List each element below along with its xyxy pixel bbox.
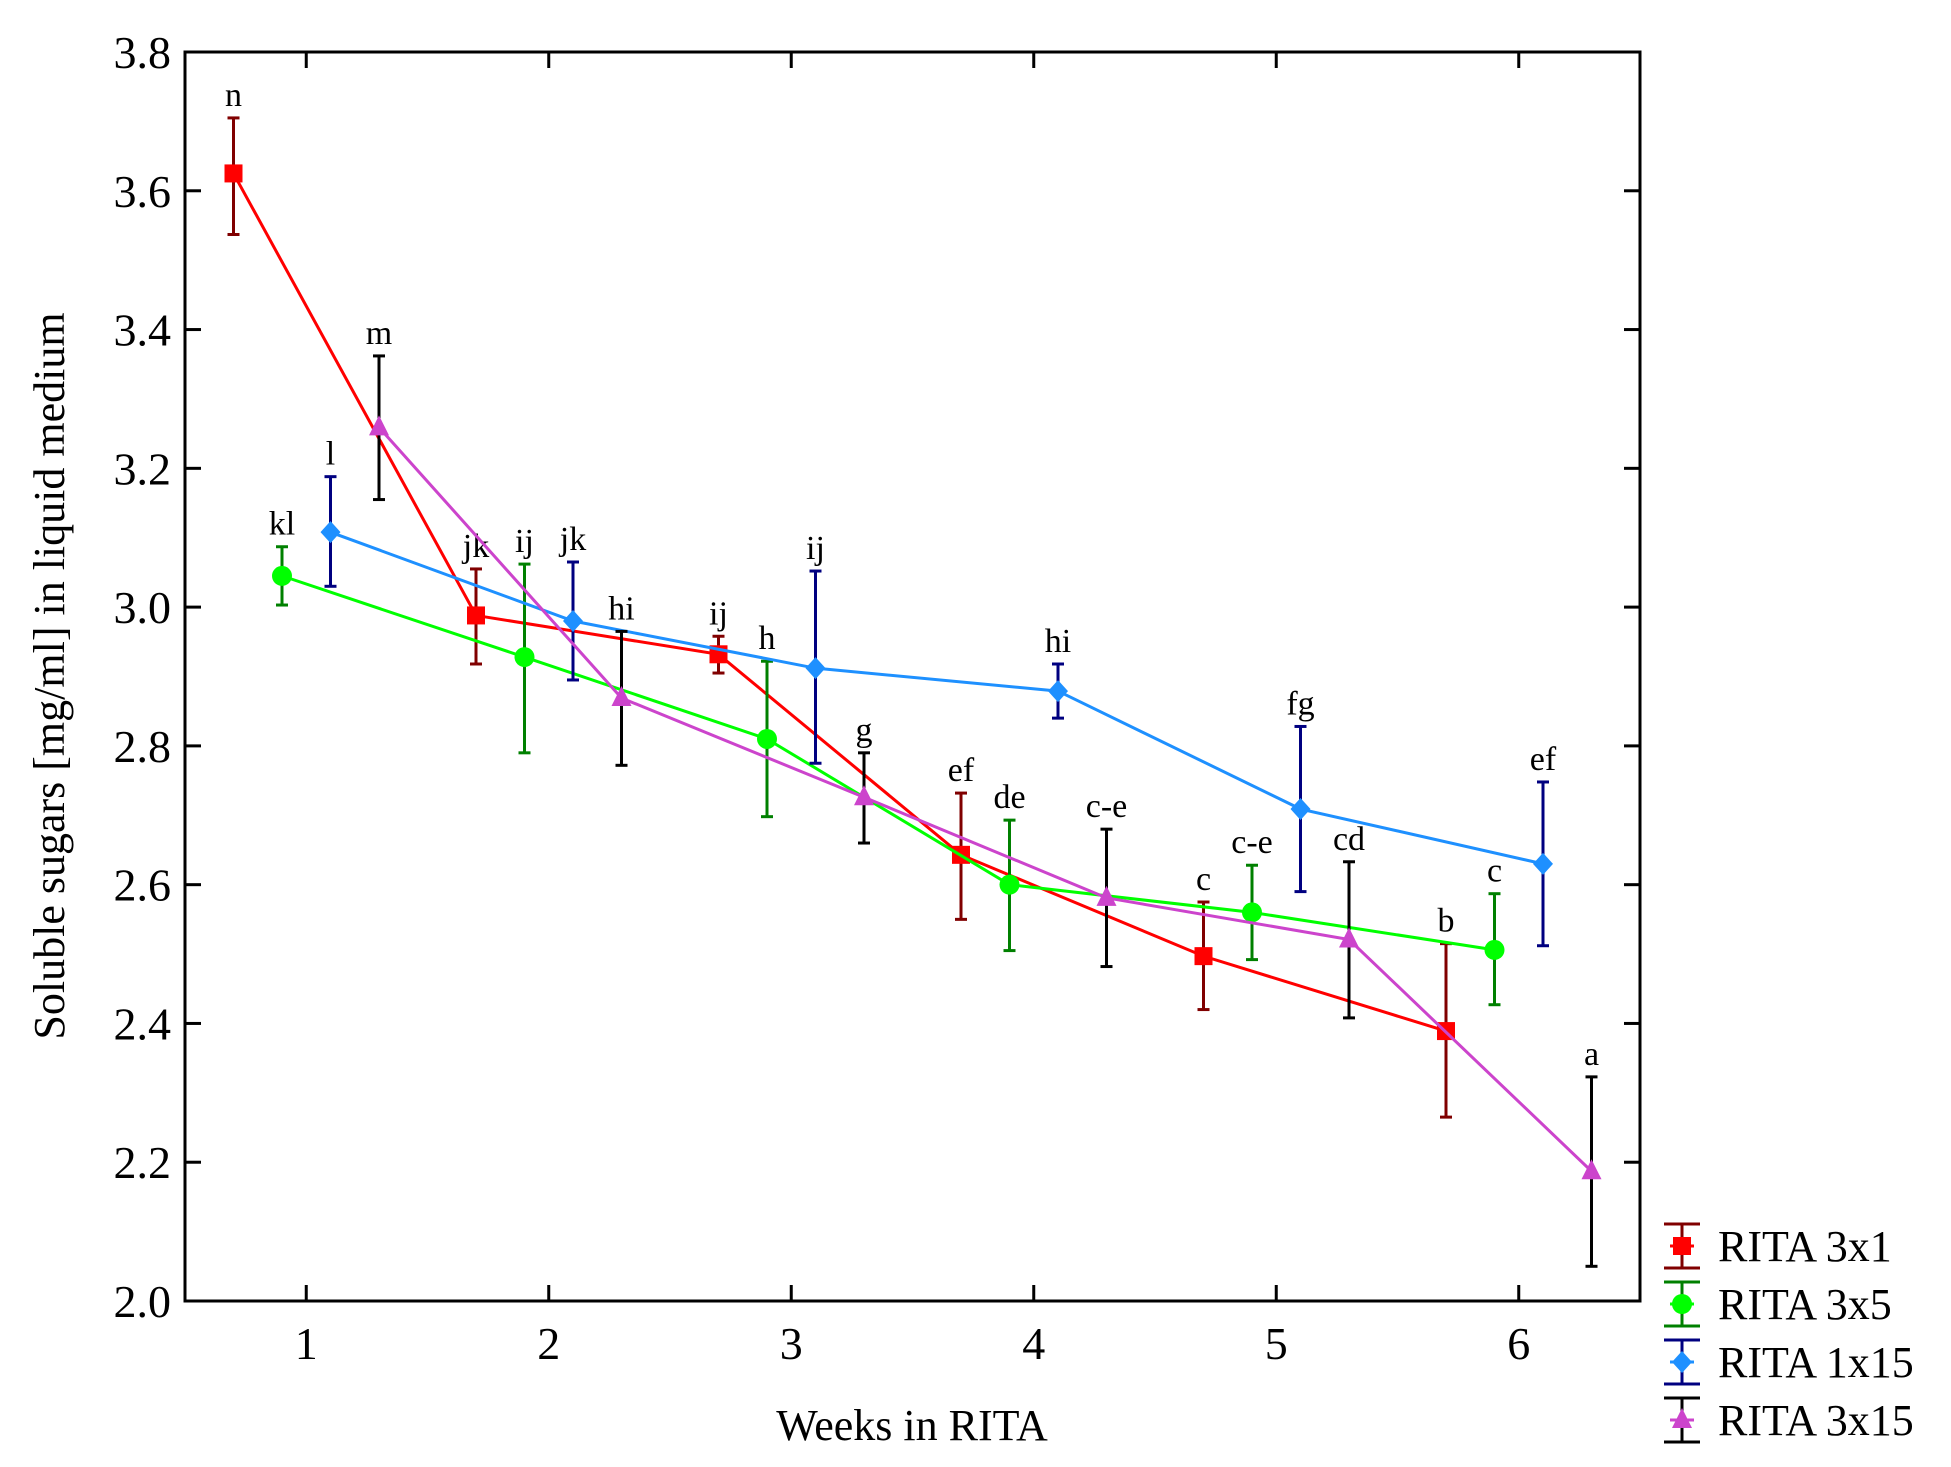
legend-label: RITA 3x5: [1718, 1280, 1892, 1329]
significance-label: ef: [1530, 741, 1557, 778]
significance-label: jk: [559, 521, 586, 558]
significance-label: c: [1196, 861, 1211, 898]
y-tick-label: 3.4: [114, 305, 172, 356]
data-point: [1096, 885, 1117, 906]
data-point: [369, 415, 389, 436]
legend-item: RITA 3x15: [1664, 1396, 1914, 1445]
significance-label: b: [1438, 903, 1455, 940]
series-line: [232, 172, 1447, 1033]
y-tick-label: 2.8: [114, 721, 172, 772]
data-point: [1290, 798, 1311, 821]
significance-label: c: [1487, 853, 1502, 890]
legend-item: RITA 3x1: [1664, 1222, 1892, 1271]
data-point: [272, 565, 292, 586]
significance-label: ef: [948, 752, 975, 789]
y-tick-label: 3.2: [114, 443, 172, 494]
x-tick-label: 4: [1022, 1318, 1045, 1369]
significance-label: a: [1584, 1036, 1599, 1073]
data-point: [1581, 1159, 1602, 1180]
x-axis: 1 2 3 4 5 6: [295, 52, 1530, 1369]
data-point: [563, 609, 583, 632]
data-point: [999, 874, 1020, 895]
data-point: [757, 728, 777, 749]
x-axis-title: Weeks in RITA: [776, 1401, 1048, 1450]
y-tick-label: 3.6: [114, 166, 172, 217]
significance-label: kl: [269, 506, 295, 543]
legend-marker: [1672, 1351, 1692, 1373]
legend-marker: [1672, 1294, 1692, 1314]
significance-label: fg: [1286, 685, 1314, 722]
y-tick-label: 3.8: [114, 27, 172, 78]
significance-label: n: [225, 77, 242, 114]
significance-label: cd: [1333, 821, 1365, 858]
legend-label: RITA 3x15: [1718, 1396, 1914, 1445]
series-line: [377, 426, 1593, 1173]
data-point: [1194, 947, 1213, 966]
significance-label: m: [366, 315, 392, 352]
data-point: [1533, 852, 1553, 875]
data-point: [611, 686, 632, 707]
legend-label: RITA 3x1: [1718, 1222, 1892, 1271]
series-line: [329, 530, 1544, 866]
x-tick-label: 3: [780, 1318, 803, 1369]
y-tick-label: 2.2: [114, 1137, 172, 1188]
significance-label: g: [856, 712, 873, 749]
data-point: [224, 164, 243, 183]
legend-marker: [1672, 1408, 1692, 1428]
data-point: [1242, 902, 1262, 923]
legend-item: RITA 1x15: [1664, 1338, 1914, 1387]
data-point: [1339, 927, 1359, 948]
significance-label: h: [759, 620, 776, 657]
data-point: [854, 785, 874, 806]
legend-marker: [1673, 1237, 1691, 1255]
y-tick-label: 2.0: [114, 1276, 172, 1327]
data-point: [320, 521, 341, 544]
significance-label: hi: [608, 590, 634, 627]
significance-label: c-e: [1231, 824, 1273, 861]
y-tick-label: 2.6: [114, 860, 172, 911]
x-tick-label: 1: [295, 1318, 318, 1369]
significance-label: ij: [806, 530, 825, 567]
data-point: [805, 657, 826, 680]
plot-frame: [183, 50, 1642, 1303]
significance-label: hi: [1045, 623, 1071, 660]
legend-label: RITA 1x15: [1718, 1338, 1914, 1387]
significance-label: ij: [515, 523, 534, 560]
y-tick-label: 2.4: [114, 998, 172, 1049]
series-line: [281, 574, 1495, 952]
y-axis: 2.0 2.2 2.4 2.6 2.8 3.0 3.2 3.4 3.6 3.8: [114, 27, 1640, 1327]
x-tick-label: 2: [537, 1318, 560, 1369]
data-point: [467, 606, 485, 625]
y-tick-label: 3.0: [114, 582, 172, 633]
data-point: [1048, 680, 1068, 703]
data-point: [514, 647, 535, 668]
significance-label: ij: [709, 595, 728, 632]
significance-label: l: [326, 436, 335, 473]
series-4: m hi g c-e cd a: [366, 315, 1602, 1268]
data-point: [1484, 939, 1505, 960]
legend: RITA 3x1 RITA 3x5 RITA 1x15 RITA 3x15: [1664, 1222, 1914, 1445]
x-tick-label: 5: [1265, 1318, 1288, 1369]
y-axis-title: Soluble sugars [mg/ml] in liquid medium: [25, 312, 74, 1039]
significance-label: c-e: [1086, 788, 1128, 825]
x-tick-label: 6: [1507, 1318, 1530, 1369]
legend-item: RITA 3x5: [1664, 1280, 1892, 1329]
significance-label: de: [993, 779, 1025, 816]
